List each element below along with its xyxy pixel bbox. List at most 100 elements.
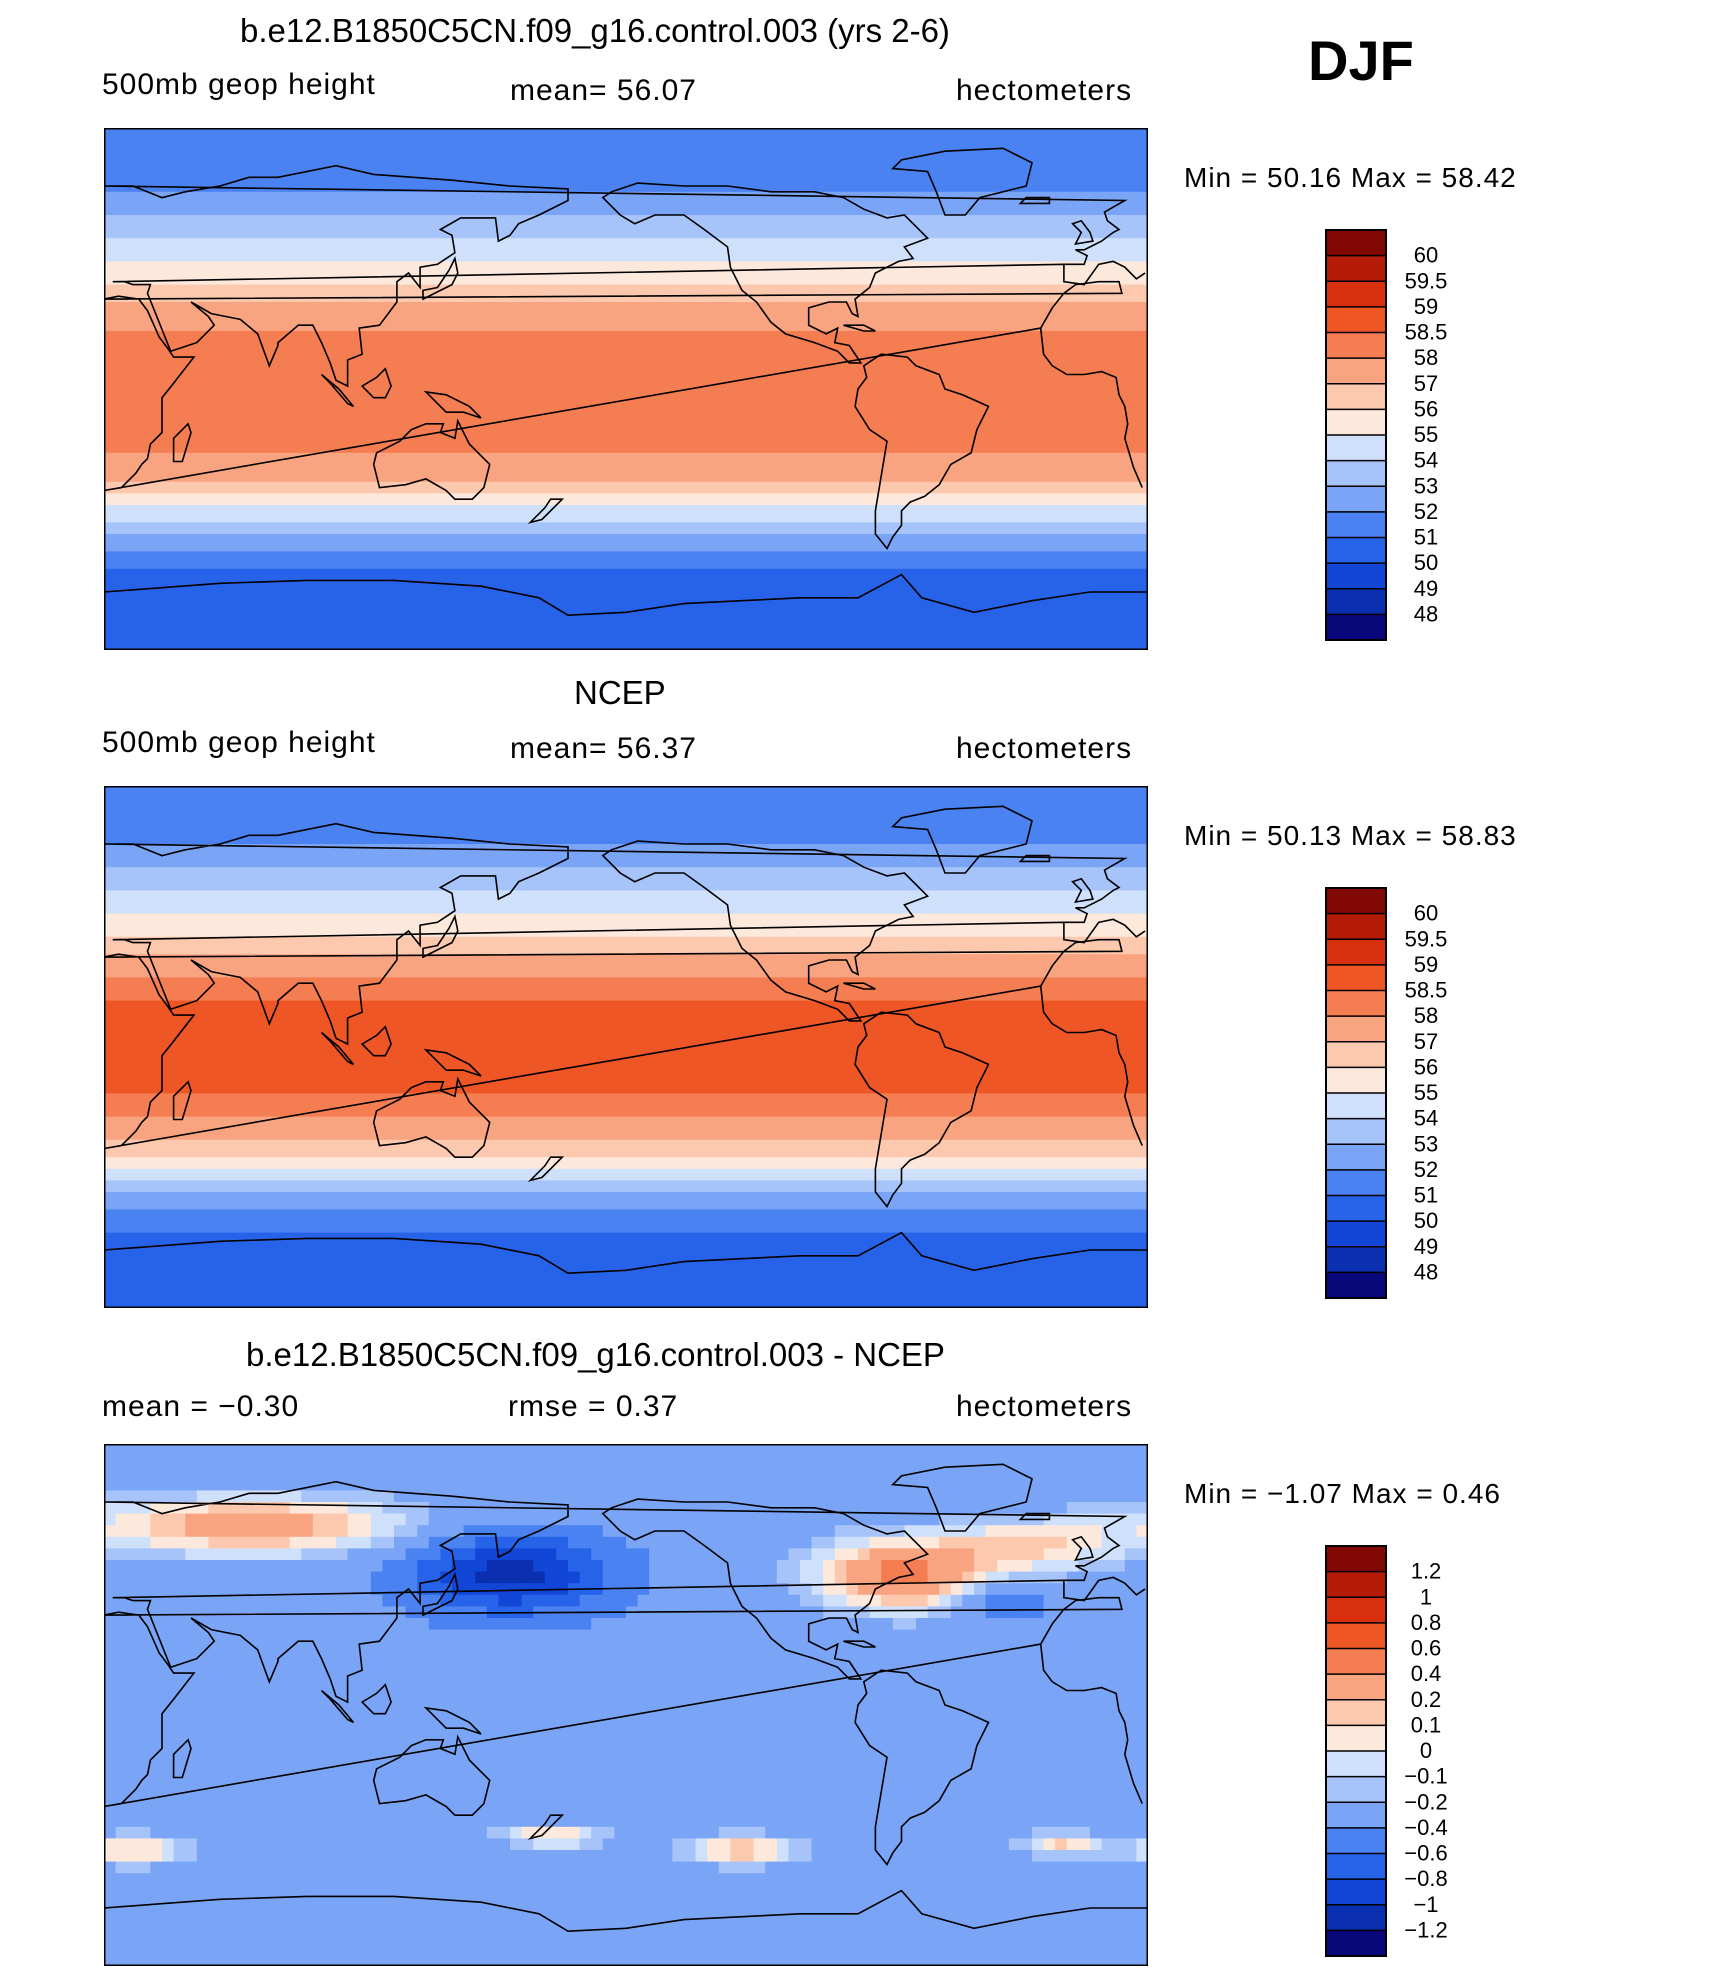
difference-cell xyxy=(730,1710,743,1723)
difference-cell xyxy=(428,1687,441,1700)
difference-cell xyxy=(742,1513,755,1526)
difference-cell xyxy=(823,1560,836,1573)
difference-cell xyxy=(718,1861,731,1874)
difference-cell xyxy=(521,1792,534,1805)
difference-cell xyxy=(185,1815,198,1828)
difference-cell xyxy=(1124,1873,1137,1886)
difference-cell xyxy=(475,1444,488,1457)
difference-cell xyxy=(382,1745,395,1758)
difference-cell xyxy=(602,1455,615,1468)
difference-cell xyxy=(823,1525,836,1538)
difference-cell xyxy=(266,1444,279,1457)
difference-cell xyxy=(660,1618,673,1631)
colorbar-tick-label: 0 xyxy=(1420,1738,1432,1763)
difference-cell xyxy=(974,1896,987,1909)
contour-band xyxy=(104,1192,1148,1199)
difference-cell xyxy=(417,1815,430,1828)
difference-cell xyxy=(289,1641,302,1654)
difference-cell xyxy=(359,1513,372,1526)
difference-cell xyxy=(939,1583,952,1596)
difference-cell xyxy=(521,1583,534,1596)
difference-cell xyxy=(916,1652,929,1665)
difference-cell xyxy=(950,1815,963,1828)
difference-cell xyxy=(869,1676,882,1689)
difference-cell xyxy=(927,1676,940,1689)
difference-cell xyxy=(626,1826,639,1839)
contour-band xyxy=(104,1076,1148,1083)
difference-cell xyxy=(637,1594,650,1607)
difference-cell xyxy=(811,1583,824,1596)
difference-cell xyxy=(428,1478,441,1491)
difference-cell xyxy=(730,1606,743,1619)
colorbar-tick-label: −1 xyxy=(1413,1892,1438,1917)
contour-band xyxy=(104,244,1148,251)
difference-cell xyxy=(974,1536,987,1549)
difference-cell xyxy=(742,1861,755,1874)
difference-cell xyxy=(858,1478,871,1491)
colorbar-tick-label: 49 xyxy=(1414,576,1438,601)
difference-cell xyxy=(742,1467,755,1480)
difference-cell xyxy=(637,1652,650,1665)
difference-cell xyxy=(788,1455,801,1468)
difference-cell xyxy=(1055,1780,1068,1793)
difference-cell xyxy=(707,1664,720,1677)
difference-cell xyxy=(707,1861,720,1874)
colorbar-swatch-1 xyxy=(1326,255,1386,282)
difference-cell xyxy=(266,1954,279,1966)
difference-cell xyxy=(127,1571,140,1584)
difference-cell xyxy=(753,1536,766,1549)
difference-cell xyxy=(1066,1513,1079,1526)
difference-cell xyxy=(974,1502,987,1515)
difference-cell xyxy=(162,1687,175,1700)
difference-cell xyxy=(521,1734,534,1747)
difference-cell xyxy=(208,1687,221,1700)
difference-cell xyxy=(1113,1629,1126,1642)
colorbar-swatch-0 xyxy=(1326,1546,1386,1573)
difference-cell xyxy=(568,1931,581,1944)
difference-cell xyxy=(1101,1884,1114,1897)
difference-cell xyxy=(962,1571,975,1584)
difference-cell xyxy=(289,1687,302,1700)
difference-cell xyxy=(881,1652,894,1665)
difference-cell xyxy=(231,1455,244,1468)
difference-cell xyxy=(649,1467,662,1480)
difference-cell xyxy=(742,1455,755,1468)
difference-cell xyxy=(1020,1826,1033,1839)
difference-cell xyxy=(753,1548,766,1561)
difference-cell xyxy=(962,1699,975,1712)
difference-cell xyxy=(521,1757,534,1770)
difference-cell xyxy=(463,1954,476,1966)
difference-cell xyxy=(904,1455,917,1468)
difference-cell xyxy=(254,1583,267,1596)
difference-cell xyxy=(475,1490,488,1503)
difference-cell xyxy=(637,1780,650,1793)
difference-cell xyxy=(916,1826,929,1839)
panel-1-mean: mean= 56.07 xyxy=(510,74,697,107)
difference-cell xyxy=(115,1467,128,1480)
difference-cell xyxy=(533,1618,546,1631)
difference-cell xyxy=(858,1455,871,1468)
difference-cell xyxy=(834,1745,847,1758)
difference-cell xyxy=(544,1490,557,1503)
difference-cell xyxy=(556,1861,569,1874)
difference-cell xyxy=(997,1815,1010,1828)
difference-cell xyxy=(417,1455,430,1468)
difference-cell xyxy=(510,1687,523,1700)
difference-cell xyxy=(776,1768,789,1781)
difference-cell xyxy=(788,1548,801,1561)
difference-cell xyxy=(997,1873,1010,1886)
difference-cell xyxy=(1124,1629,1137,1642)
contour-band xyxy=(104,1099,1148,1106)
difference-cell xyxy=(788,1571,801,1584)
difference-cell xyxy=(579,1873,592,1886)
difference-cell xyxy=(1090,1676,1103,1689)
difference-cell xyxy=(684,1676,697,1689)
colorbar-swatch-4 xyxy=(1326,990,1386,1017)
difference-cell xyxy=(486,1850,499,1863)
difference-cell xyxy=(428,1931,441,1944)
difference-cell xyxy=(614,1873,627,1886)
difference-cell xyxy=(776,1606,789,1619)
difference-cell xyxy=(475,1850,488,1863)
difference-cell xyxy=(881,1780,894,1793)
difference-cell xyxy=(695,1757,708,1770)
